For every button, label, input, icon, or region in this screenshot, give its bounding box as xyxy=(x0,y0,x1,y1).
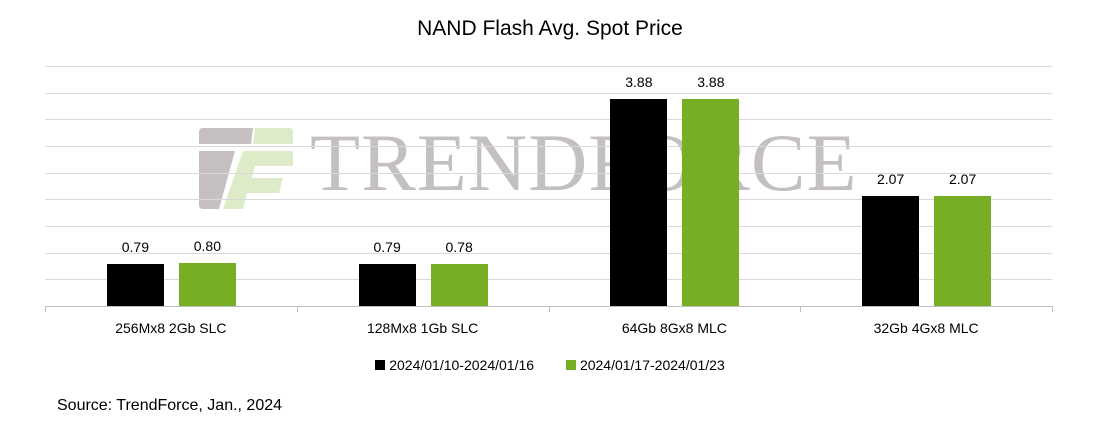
data-label: 0.79 xyxy=(373,238,401,255)
x-axis-tick xyxy=(548,306,550,312)
data-label: 3.88 xyxy=(625,74,653,91)
gridline xyxy=(45,172,1052,174)
data-label: 0.80 xyxy=(193,238,221,255)
x-axis-tick xyxy=(45,306,46,312)
category-label: 64Gb 8Gx8 MLC xyxy=(621,320,727,336)
data-label: 2.07 xyxy=(877,170,905,187)
x-axis-tick xyxy=(800,306,802,312)
gridline xyxy=(45,146,1052,147)
legend: 2024/01/10-2024/01/16 2024/01/17-2024/01… xyxy=(0,357,1100,373)
bar-black xyxy=(610,99,668,306)
gridline xyxy=(45,279,1052,281)
x-axis-tick xyxy=(296,306,298,312)
bar-green xyxy=(430,264,488,306)
trendforce-watermark: TRENDFORCE xyxy=(195,117,875,209)
data-label: 0.79 xyxy=(121,238,149,255)
gridline xyxy=(45,92,1052,94)
gridline xyxy=(45,252,1052,254)
legend-swatch-green xyxy=(565,360,576,370)
category-label: 256Mx8 2Gb SLC xyxy=(115,320,227,336)
x-axis-tick xyxy=(1052,306,1053,312)
bar-black xyxy=(862,195,920,306)
bar-green xyxy=(682,99,740,306)
data-label: 0.78 xyxy=(445,239,473,256)
data-label: 3.88 xyxy=(697,74,725,91)
category-label: 128Mx8 1Gb SLC xyxy=(366,320,479,336)
legend-item-series-2: 2024/01/17-2024/01/23 xyxy=(565,357,725,373)
legend-item-series-1: 2024/01/10-2024/01/16 xyxy=(375,357,534,373)
watermark-text: TRENDFORCE xyxy=(310,117,858,208)
gridline xyxy=(45,66,1052,67)
gridline xyxy=(45,226,1052,227)
category-label: 32Gb 4Gx8 MLC xyxy=(873,320,979,336)
gridline xyxy=(45,119,1052,121)
trendforce-logo-icon xyxy=(199,128,293,209)
bar-green xyxy=(178,263,236,306)
plot-area: 0.79 0.80 0.79 0.78 3.88 3.88 2.07 2.07 xyxy=(45,66,1053,312)
bar-black xyxy=(106,263,164,306)
gridline xyxy=(45,199,1052,201)
bar-black xyxy=(358,263,416,306)
bar-green xyxy=(934,195,992,306)
data-label: 2.07 xyxy=(949,170,977,187)
legend-swatch-black xyxy=(375,360,386,370)
source-note: Source: TrendForce, Jan., 2024 xyxy=(57,397,283,414)
chart-title: NAND Flash Avg. Spot Price xyxy=(417,17,683,40)
